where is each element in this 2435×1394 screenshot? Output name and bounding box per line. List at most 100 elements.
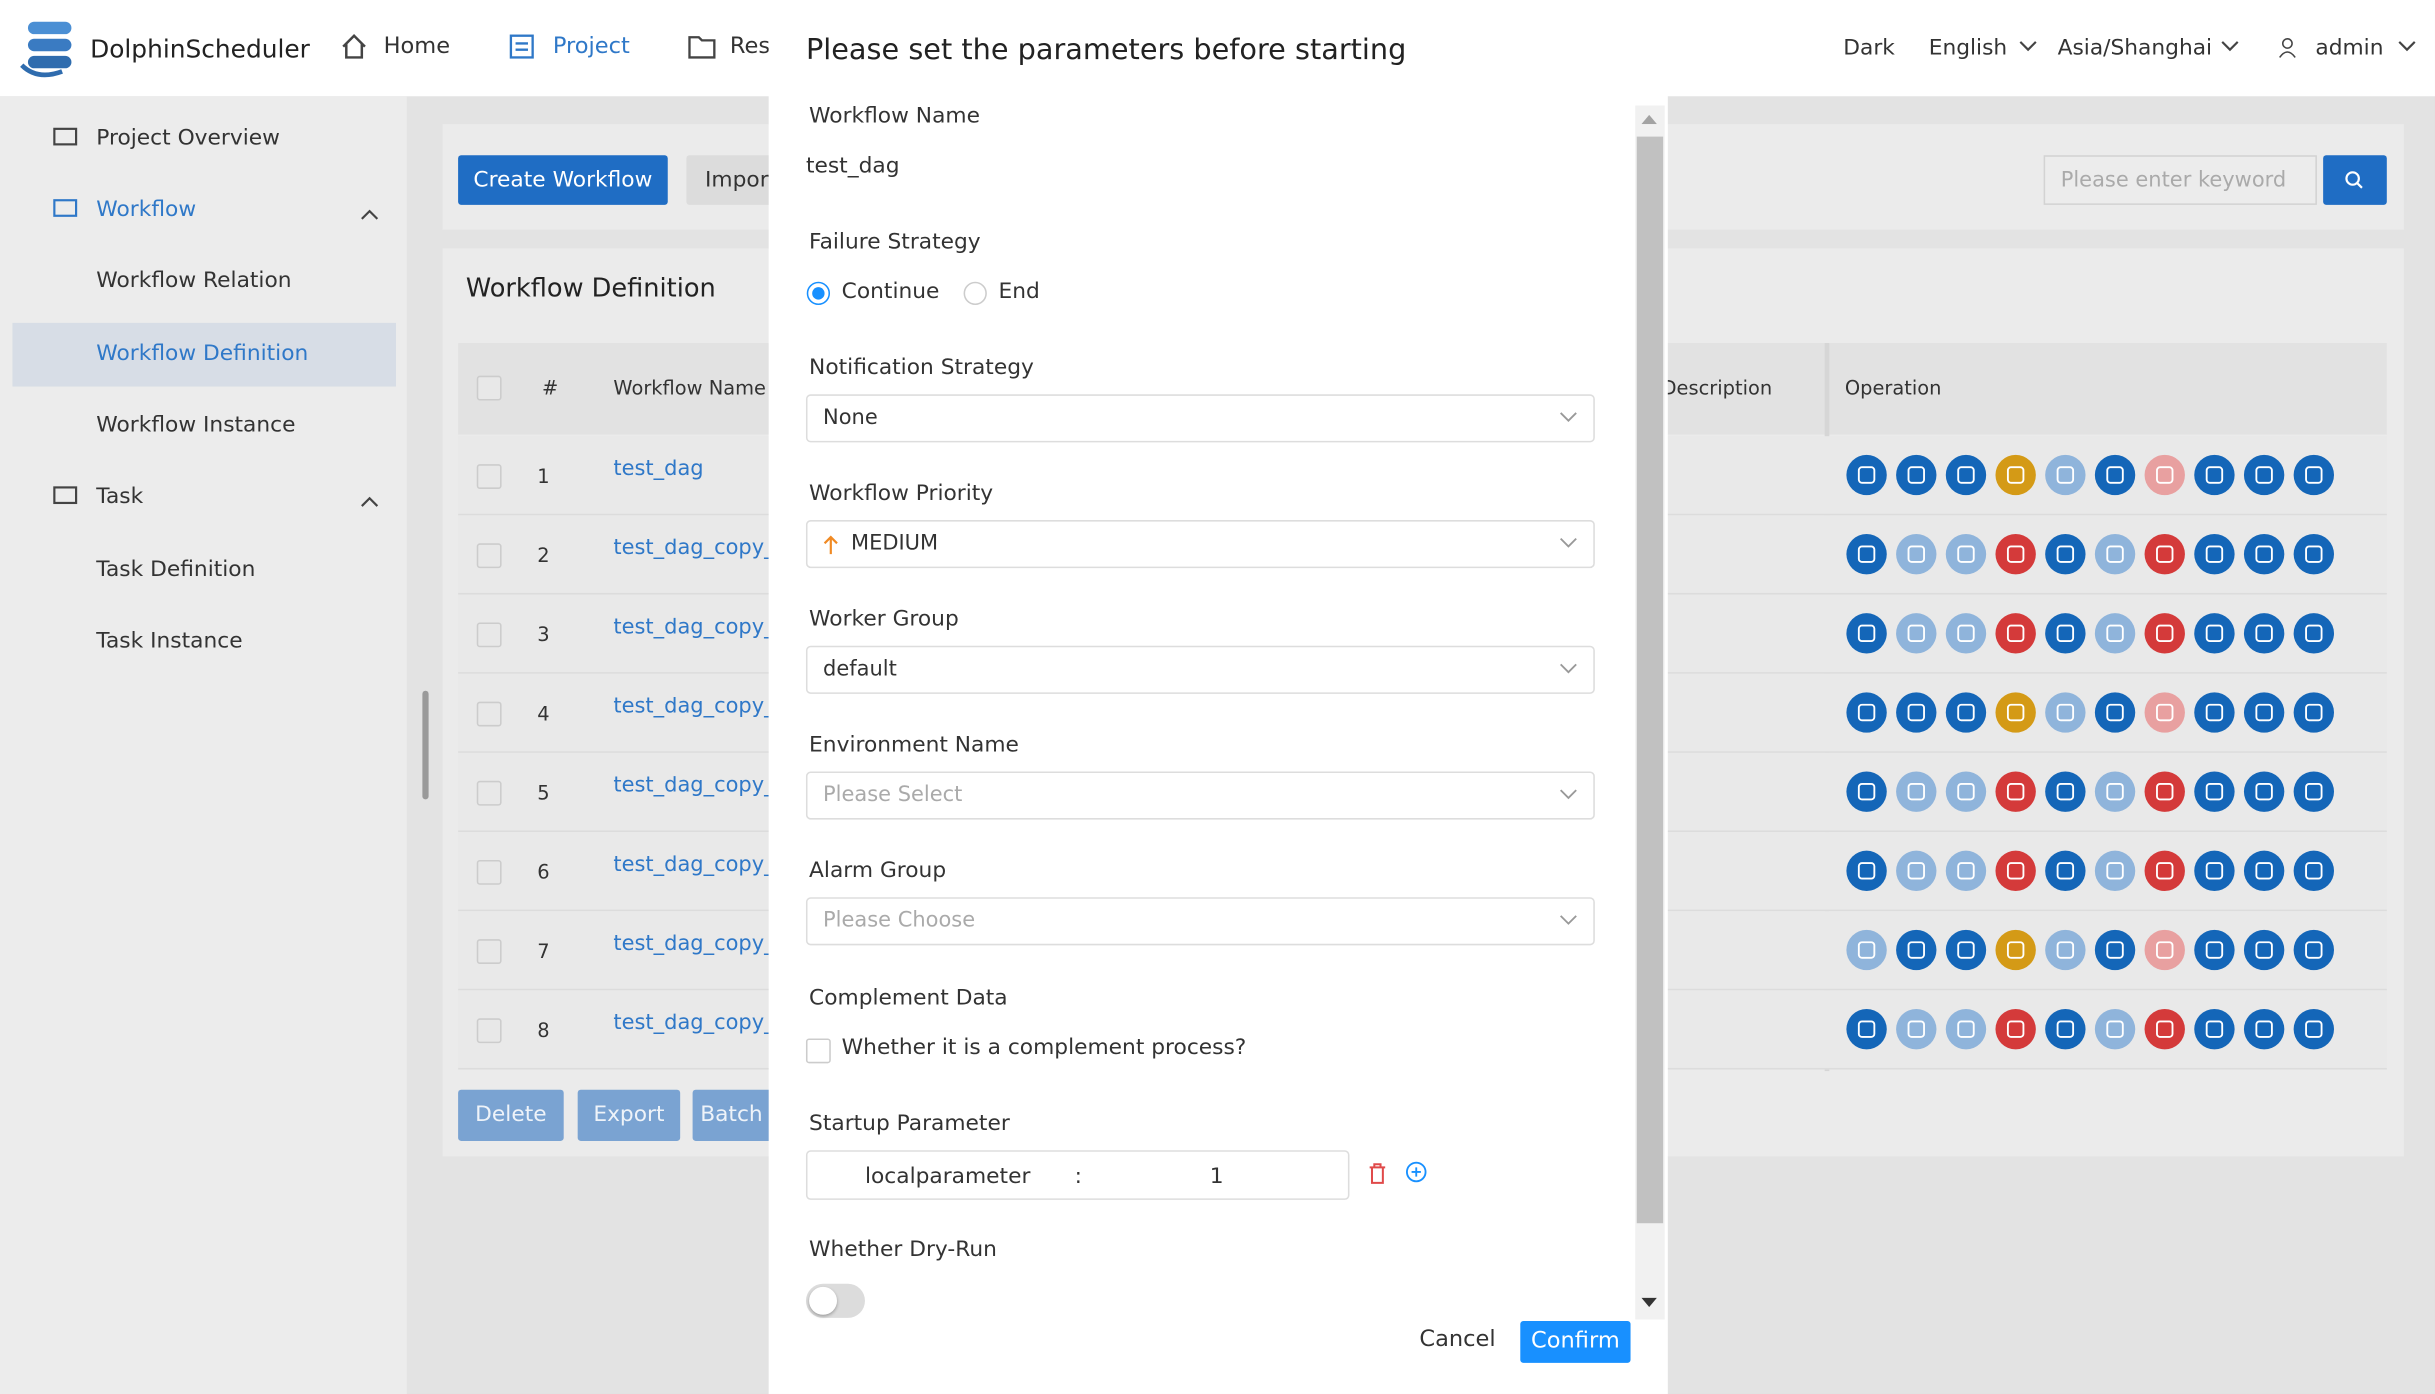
checkbox[interactable]	[476, 543, 502, 569]
timezone-select[interactable]: Asia/Shanghai	[2057, 35, 2213, 61]
table-title: Workflow Definition	[465, 273, 716, 303]
field-label: Notification Strategy	[809, 355, 1034, 381]
select-value: default	[823, 656, 897, 682]
project-icon	[509, 34, 534, 59]
menu-icon	[53, 126, 78, 156]
add-param[interactable]	[1405, 1161, 1427, 1183]
confirm-button[interactable]: Confirm	[1520, 1321, 1631, 1363]
operation-buttons[interactable]	[1845, 691, 2342, 740]
menu-item[interactable]: Workflow Relation	[96, 268, 292, 294]
param-key[interactable]: localparameter	[864, 1164, 1031, 1190]
checkbox[interactable]	[476, 939, 502, 964]
checkbox[interactable]	[476, 464, 502, 489]
row-index: 1	[537, 464, 550, 488]
user-menu[interactable]: admin	[2315, 35, 2384, 61]
menu-item[interactable]: Task Definition	[96, 557, 256, 583]
switch[interactable]	[805, 1283, 865, 1318]
create-button[interactable]: Create Workflow	[458, 155, 668, 205]
chevron	[1560, 915, 1577, 925]
radio-checked[interactable]	[806, 281, 831, 306]
checkbox[interactable]	[476, 780, 502, 806]
operation-buttons[interactable]	[1845, 928, 2342, 977]
menu-icon	[53, 197, 78, 227]
select[interactable]: MEDIUM	[805, 520, 1595, 569]
chevron	[2398, 41, 2416, 52]
search-button[interactable]	[2323, 155, 2387, 205]
column-header: Operation	[1844, 375, 1942, 399]
active-menu-bg	[12, 322, 396, 387]
workflow-link[interactable]: test_dag	[613, 459, 704, 481]
checkbox[interactable]	[476, 1018, 502, 1044]
operation-buttons[interactable]	[1845, 849, 2342, 898]
select-value: MEDIUM	[850, 530, 939, 556]
select[interactable]: None	[805, 394, 1595, 443]
chevron	[1560, 412, 1577, 422]
user-icon	[2279, 38, 2296, 58]
param-value[interactable]: 1	[1209, 1164, 1224, 1190]
field-label: Alarm Group	[809, 858, 947, 884]
select[interactable]: Please Choose	[805, 897, 1595, 946]
theme-toggle[interactable]: Dark	[1843, 35, 1895, 61]
menu-chevron	[360, 492, 379, 513]
select[interactable]: default	[805, 645, 1595, 694]
field-label: Workflow Priority	[809, 481, 994, 507]
checkbox[interactable]	[476, 701, 502, 727]
menu-item[interactable]: Task	[96, 484, 144, 510]
workflow-link[interactable]: test_dag_copy_2	[613, 617, 768, 639]
field-label: Startup Parameter	[809, 1111, 1010, 1137]
checkbox[interactable]	[476, 375, 502, 401]
select[interactable]: Please Select	[805, 771, 1595, 820]
cancel-button[interactable]: Cancel	[1419, 1327, 1496, 1353]
operation-buttons[interactable]	[1845, 612, 2342, 661]
workflow-link[interactable]: test_dag_copy_1	[613, 538, 768, 560]
chevron	[2221, 41, 2239, 52]
field-label: Workflow Name	[809, 104, 980, 129]
language-select[interactable]: English	[1928, 35, 2008, 61]
checkbox[interactable]	[805, 1038, 831, 1064]
scrollbar	[422, 690, 429, 800]
column-header: Description	[1661, 375, 1773, 399]
batch-button[interactable]: Export	[577, 1089, 681, 1141]
batch-button[interactable]: Delete	[458, 1089, 564, 1141]
chevron	[1560, 663, 1577, 674]
operation-buttons[interactable]	[1845, 1007, 2342, 1056]
nav-item[interactable]: Project	[552, 34, 630, 59]
select-value: None	[823, 405, 878, 430]
checkbox-label[interactable]: Whether it is a complement process?	[841, 1035, 1247, 1061]
modal-scrollbar	[1635, 105, 1665, 1320]
menu-item[interactable]: Workflow Definition	[96, 341, 309, 367]
menu-item[interactable]: Task Instance	[96, 628, 243, 654]
workflow-link[interactable]: test_dag_copy_6	[613, 934, 768, 956]
search-input[interactable]: Please enter keyword	[2043, 155, 2317, 205]
workflow-link[interactable]: test_dag_copy_7	[613, 1013, 768, 1035]
select-placeholder: Please Select	[823, 782, 963, 808]
checkbox[interactable]	[476, 622, 502, 648]
menu-item[interactable]: Project Overview	[96, 125, 280, 151]
sidebar	[0, 96, 407, 1394]
operation-buttons[interactable]	[1845, 532, 2342, 581]
radio[interactable]	[963, 281, 988, 306]
workflow-link[interactable]: test_dag_copy_4	[613, 776, 768, 798]
radio-label[interactable]: End	[998, 279, 1040, 305]
brand[interactable]: DolphinScheduler	[90, 34, 310, 64]
row-index: 7	[537, 939, 550, 963]
operation-buttons[interactable]	[1845, 453, 2342, 502]
folder-icon	[688, 36, 716, 59]
field-label: Failure Strategy	[809, 229, 981, 255]
checkbox[interactable]	[476, 859, 502, 885]
column-header: #	[541, 375, 559, 399]
operation-buttons[interactable]	[1845, 770, 2342, 819]
workflow-link[interactable]: test_dag_copy_3	[613, 696, 768, 718]
workflow-link[interactable]: test_dag_copy_5	[613, 855, 768, 877]
menu-item[interactable]: Workflow	[96, 197, 197, 222]
param-input[interactable]: localparameter : 1	[805, 1150, 1350, 1200]
field-label: Worker Group	[809, 606, 959, 632]
menu-item[interactable]: Workflow Instance	[96, 412, 296, 438]
nav-item[interactable]: Home	[383, 34, 451, 59]
row-index: 6	[537, 859, 550, 884]
priority-arrow	[823, 535, 838, 555]
column-header: Workflow Name	[613, 375, 766, 399]
delete-param[interactable]	[1368, 1163, 1387, 1185]
radio-label[interactable]: Continue	[841, 279, 940, 305]
